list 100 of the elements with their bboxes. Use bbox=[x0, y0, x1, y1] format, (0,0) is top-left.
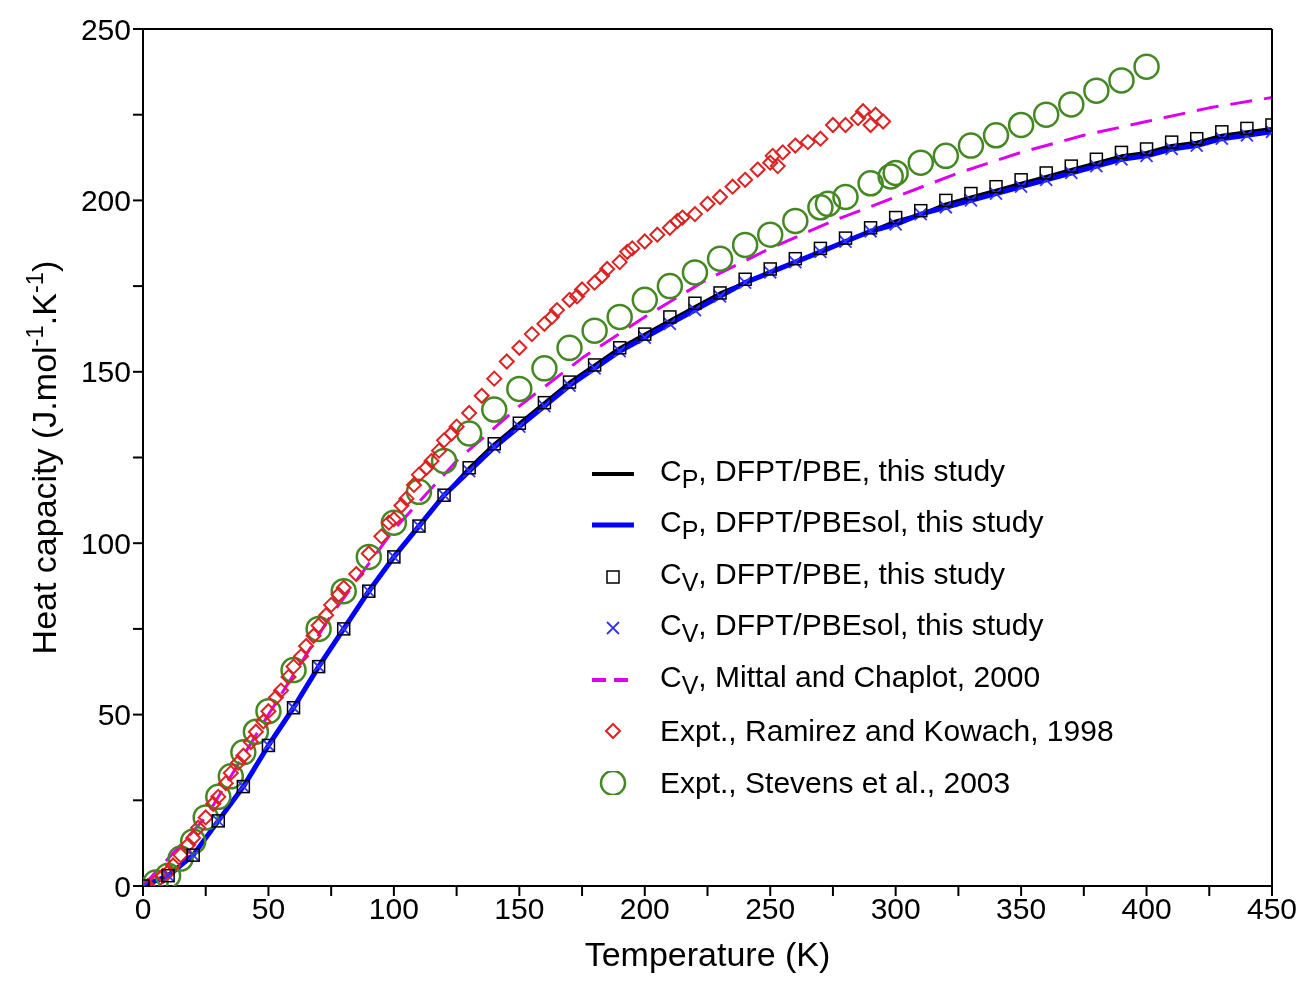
point bbox=[907, 149, 935, 176]
point bbox=[537, 399, 552, 413]
point bbox=[506, 375, 533, 403]
point bbox=[638, 327, 652, 341]
legend-label: Expt., Ramirez and Kowach, 1998 bbox=[660, 714, 1114, 749]
point bbox=[1164, 142, 1179, 156]
point bbox=[1014, 179, 1029, 194]
point bbox=[512, 416, 527, 430]
point bbox=[637, 330, 652, 345]
point bbox=[1039, 166, 1053, 180]
point bbox=[782, 207, 809, 235]
x-tick-label: 450 bbox=[1246, 892, 1298, 926]
point bbox=[612, 341, 627, 355]
point bbox=[807, 194, 834, 221]
x-tick-label: 250 bbox=[745, 892, 796, 926]
point bbox=[1014, 173, 1028, 187]
point bbox=[562, 375, 577, 389]
point bbox=[480, 396, 508, 423]
point bbox=[556, 334, 583, 362]
point bbox=[631, 286, 659, 314]
point bbox=[938, 200, 953, 215]
point bbox=[612, 344, 627, 359]
point bbox=[688, 303, 702, 317]
point bbox=[487, 440, 502, 455]
point bbox=[738, 272, 752, 286]
point bbox=[1007, 111, 1035, 139]
point bbox=[1064, 159, 1079, 173]
legend-label: Expt., Stevens et al., 2003 bbox=[660, 765, 1011, 800]
point bbox=[888, 217, 903, 232]
y-tick-label: 150 bbox=[80, 355, 131, 389]
y-tick-label: 100 bbox=[80, 526, 131, 560]
x-tick-label: 150 bbox=[494, 892, 545, 926]
point bbox=[838, 231, 853, 245]
point bbox=[1089, 152, 1104, 167]
legend-label: C$_{V}$, DFPT/PBEsol, this study bbox=[660, 608, 1044, 649]
point bbox=[957, 132, 985, 159]
point bbox=[663, 310, 677, 324]
point bbox=[756, 221, 784, 248]
point bbox=[587, 358, 602, 372]
point bbox=[989, 186, 1003, 201]
point bbox=[1032, 101, 1060, 128]
point bbox=[857, 170, 884, 197]
legend-label: C$_{P}$, DFPT/PBE, this study bbox=[660, 453, 1006, 494]
x-tick-label: 350 bbox=[996, 892, 1047, 926]
point bbox=[512, 419, 527, 434]
point bbox=[914, 203, 928, 218]
point bbox=[763, 262, 777, 276]
point bbox=[706, 245, 734, 272]
point bbox=[681, 259, 709, 286]
point bbox=[738, 275, 753, 290]
point bbox=[1139, 148, 1154, 163]
point bbox=[1058, 91, 1085, 118]
point bbox=[877, 163, 904, 190]
point bbox=[487, 437, 501, 451]
point bbox=[888, 210, 903, 225]
point bbox=[832, 183, 859, 211]
legend-label: C$_{P}$, DFPT/PBEsol, this study bbox=[660, 505, 1044, 546]
point bbox=[939, 193, 953, 208]
point bbox=[587, 361, 602, 376]
point bbox=[562, 378, 577, 393]
point bbox=[531, 355, 558, 382]
point bbox=[989, 179, 1003, 194]
point bbox=[982, 122, 1010, 149]
point bbox=[788, 251, 803, 266]
point bbox=[688, 296, 702, 310]
point bbox=[964, 186, 978, 201]
point bbox=[1083, 77, 1110, 104]
x-tick-label: 50 bbox=[251, 892, 286, 926]
point bbox=[731, 231, 759, 259]
legend-label: C$_{V}$, Mittal and Chaplot, 2000 bbox=[660, 659, 1041, 700]
point bbox=[1114, 152, 1129, 167]
legend-label: C$_{V}$, DFPT/PBE, this study bbox=[660, 556, 1006, 597]
point bbox=[1139, 142, 1154, 156]
point bbox=[1240, 128, 1254, 143]
point bbox=[462, 461, 476, 475]
y-tick-label: 250 bbox=[80, 12, 131, 46]
point bbox=[662, 316, 677, 331]
y-tick-label: 200 bbox=[80, 184, 131, 218]
point bbox=[1064, 166, 1079, 180]
point bbox=[1039, 172, 1054, 187]
y-tick-label: 50 bbox=[97, 698, 131, 732]
point bbox=[814, 190, 842, 218]
point bbox=[838, 234, 853, 249]
point bbox=[1108, 67, 1135, 94]
point bbox=[713, 289, 727, 304]
point bbox=[913, 207, 928, 222]
point bbox=[581, 317, 608, 344]
x-tick-label: 300 bbox=[870, 892, 921, 926]
point bbox=[1164, 135, 1179, 149]
x-tick-label: 200 bbox=[619, 892, 670, 926]
point bbox=[606, 303, 633, 331]
point bbox=[1089, 159, 1104, 174]
point bbox=[380, 509, 408, 536]
point bbox=[863, 221, 878, 235]
point bbox=[355, 543, 383, 571]
y-tick-label: 0 bbox=[114, 869, 131, 903]
point bbox=[1133, 53, 1160, 80]
point bbox=[537, 395, 552, 410]
point bbox=[763, 265, 778, 280]
point bbox=[713, 286, 727, 300]
